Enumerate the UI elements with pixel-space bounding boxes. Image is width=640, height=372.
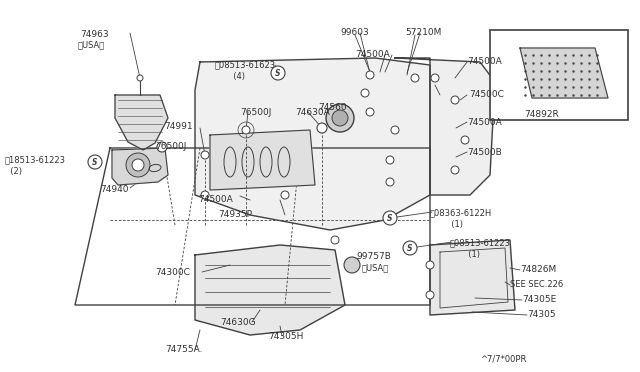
Text: 〈USA〉: 〈USA〉 — [362, 263, 389, 272]
Circle shape — [88, 155, 102, 169]
Circle shape — [426, 261, 434, 269]
Text: 57210M: 57210M — [405, 28, 442, 37]
Text: Ⓜ18513-61223: Ⓜ18513-61223 — [5, 155, 66, 164]
Circle shape — [386, 178, 394, 186]
Polygon shape — [395, 58, 495, 195]
Polygon shape — [430, 240, 515, 315]
Circle shape — [361, 89, 369, 97]
Circle shape — [332, 110, 348, 126]
Text: S: S — [387, 214, 393, 222]
Text: 74755A.: 74755A. — [165, 345, 202, 354]
Text: 74500B: 74500B — [467, 148, 502, 157]
Polygon shape — [195, 58, 430, 230]
Text: (2): (2) — [5, 167, 22, 176]
Circle shape — [451, 166, 459, 174]
Bar — [490, 30, 628, 120]
Text: S: S — [92, 157, 98, 167]
Text: ^7/7*00PR: ^7/7*00PR — [480, 355, 526, 364]
Circle shape — [461, 136, 469, 144]
Circle shape — [386, 156, 394, 164]
Circle shape — [157, 142, 167, 152]
Circle shape — [317, 123, 327, 133]
Text: 〈USA〉: 〈USA〉 — [78, 40, 105, 49]
Text: 74500A: 74500A — [467, 118, 502, 127]
Text: S: S — [275, 68, 281, 77]
Text: 74305H: 74305H — [268, 332, 303, 341]
Text: 74826M: 74826M — [520, 265, 556, 274]
Text: (1): (1) — [463, 250, 480, 259]
Polygon shape — [520, 48, 608, 98]
Text: 76500J: 76500J — [155, 142, 186, 151]
Text: 74560: 74560 — [318, 103, 347, 112]
Polygon shape — [195, 245, 345, 335]
Circle shape — [331, 236, 339, 244]
Text: 74991: 74991 — [164, 122, 193, 131]
Circle shape — [366, 71, 374, 79]
Text: 76500J: 76500J — [240, 108, 271, 117]
Circle shape — [411, 74, 419, 82]
Text: 74935P: 74935P — [218, 210, 252, 219]
Polygon shape — [115, 95, 168, 150]
Text: 74305E: 74305E — [522, 295, 556, 304]
Text: 74630A: 74630A — [295, 108, 330, 117]
Text: 74300C: 74300C — [155, 268, 190, 277]
Text: Ⓜ08513-61223: Ⓜ08513-61223 — [450, 238, 511, 247]
Text: 74940: 74940 — [100, 185, 129, 194]
Text: Ⓜ08363-6122H: Ⓜ08363-6122H — [430, 208, 492, 217]
Text: 74963: 74963 — [80, 30, 109, 39]
Text: 74892R: 74892R — [525, 110, 559, 119]
Text: 74500A: 74500A — [198, 195, 233, 204]
Text: 74630G: 74630G — [220, 318, 255, 327]
Circle shape — [201, 151, 209, 159]
Text: (4): (4) — [228, 72, 245, 81]
Polygon shape — [112, 148, 168, 185]
Circle shape — [391, 126, 399, 134]
Circle shape — [132, 159, 144, 171]
Circle shape — [271, 66, 285, 80]
Text: 99603: 99603 — [340, 28, 369, 37]
Circle shape — [451, 96, 459, 104]
Circle shape — [326, 104, 354, 132]
Circle shape — [137, 75, 143, 81]
Text: 74500A: 74500A — [467, 57, 502, 66]
Text: 74500A: 74500A — [355, 50, 390, 59]
Circle shape — [126, 153, 150, 177]
Circle shape — [426, 291, 434, 299]
Text: 74500C: 74500C — [469, 90, 504, 99]
Circle shape — [242, 126, 250, 134]
Text: S: S — [407, 244, 413, 253]
Text: 99757B: 99757B — [356, 252, 391, 261]
Text: SEE SEC.226: SEE SEC.226 — [510, 280, 563, 289]
Text: (1): (1) — [446, 220, 463, 229]
Circle shape — [431, 74, 439, 82]
Circle shape — [281, 191, 289, 199]
Circle shape — [344, 257, 360, 273]
Polygon shape — [210, 130, 315, 190]
Text: 74305: 74305 — [527, 310, 556, 319]
Circle shape — [403, 241, 417, 255]
Text: Ⓜ08513-61623: Ⓜ08513-61623 — [215, 60, 276, 69]
Circle shape — [366, 108, 374, 116]
Circle shape — [201, 191, 209, 199]
Circle shape — [383, 211, 397, 225]
